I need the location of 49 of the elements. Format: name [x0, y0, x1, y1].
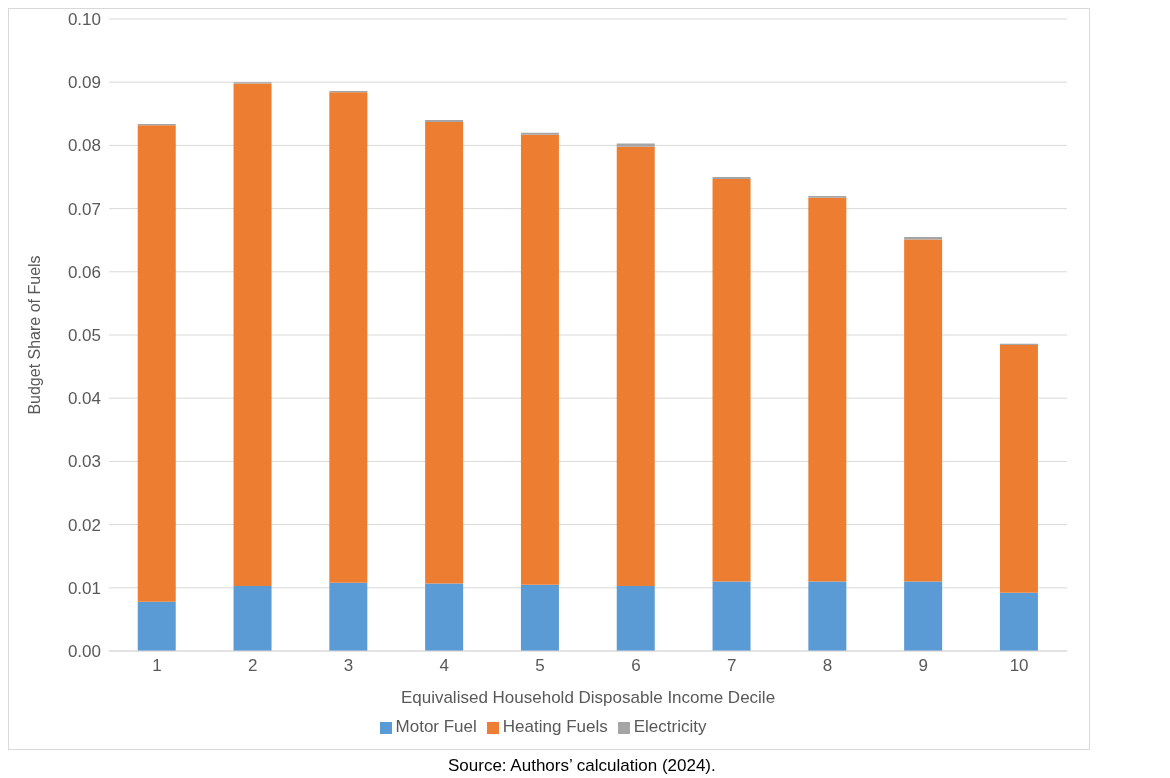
- x-tick-label: 6: [631, 656, 641, 676]
- bar: [520, 134, 559, 585]
- legend-label: Electricity: [633, 717, 707, 736]
- bar: [904, 239, 943, 582]
- bar: [616, 143, 655, 147]
- y-tick-label: 0.04: [67, 389, 101, 409]
- y-axis-title: Budget Share of Fuels: [25, 255, 43, 415]
- y-tick-label: 0.06: [67, 262, 101, 282]
- x-tick-label: 3: [343, 656, 354, 676]
- bar: [999, 592, 1038, 651]
- source-note: Source: Authors’ calculation (2024).: [448, 756, 717, 776]
- bar: [616, 146, 655, 586]
- bar: [616, 585, 655, 651]
- x-tick-label: 1: [152, 656, 162, 676]
- x-tick-label: 9: [918, 656, 929, 676]
- bar: [904, 237, 943, 240]
- y-tick-label: 0.03: [67, 452, 101, 472]
- bar: [808, 581, 847, 651]
- y-tick-label: 0.08: [67, 136, 101, 156]
- x-axis-title: Equivalised Household Disposable Income Decile: [400, 688, 776, 707]
- x-tick-label: 8: [822, 656, 833, 676]
- y-tick-label: 0.09: [67, 73, 101, 93]
- bar: [520, 584, 559, 651]
- x-tick-label: 4: [439, 656, 450, 676]
- bar: [425, 583, 464, 651]
- bar: [137, 125, 176, 602]
- x-tick-label: 10: [1009, 656, 1029, 676]
- y-tick-label: 0.02: [67, 515, 101, 535]
- y-tick-label: 0.10: [67, 10, 101, 30]
- bar: [329, 582, 368, 651]
- y-tick-label: 0.00: [67, 642, 101, 662]
- bar: [999, 345, 1038, 593]
- legend-label: Heating Fuels: [502, 717, 608, 736]
- bar: [329, 92, 368, 583]
- y-tick-label: 0.07: [67, 199, 101, 219]
- bar: [712, 581, 751, 651]
- y-tick-label: 0.05: [67, 326, 101, 346]
- bar: [712, 178, 751, 582]
- x-tick-label: 5: [535, 656, 545, 676]
- legend-label: Motor Fuel: [395, 717, 477, 736]
- bar: [425, 122, 464, 584]
- y-tick-label: 0.01: [67, 578, 101, 598]
- bar: [904, 581, 943, 651]
- bar: [233, 585, 272, 651]
- x-tick-label: 7: [726, 656, 737, 676]
- bar: [233, 83, 272, 586]
- bar: [808, 197, 847, 582]
- bar: [137, 601, 176, 651]
- x-tick-label: 2: [247, 656, 258, 676]
